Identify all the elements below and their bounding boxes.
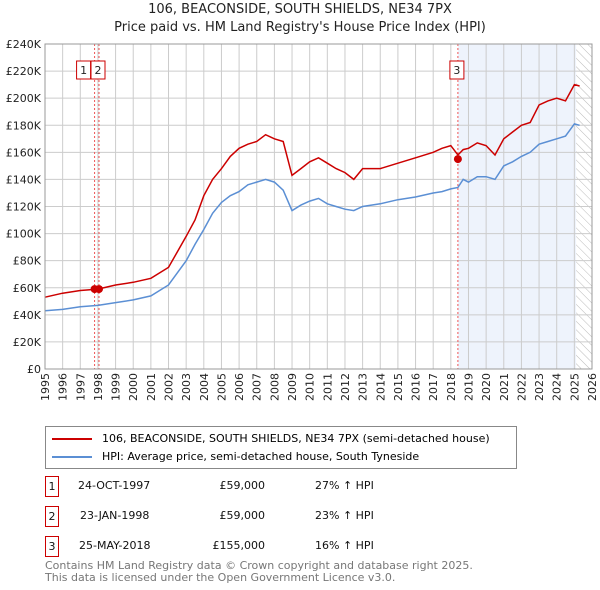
transaction-date: 24-OCT-1997 xyxy=(78,479,151,492)
price-chart: 1995 1996 1997 1998 1999 2000 2001 2002 2003 2004… xyxy=(6,38,599,401)
chart-title: 106, BEACONSIDE, SOUTH SHIELDS, NE34 7PX xyxy=(148,2,452,17)
x-tick-label: 2010 xyxy=(304,373,317,401)
y-tick-label: £180K xyxy=(6,119,42,132)
transaction-price: £59,000 xyxy=(219,479,266,492)
legend-swatch xyxy=(52,455,92,458)
sale-badge xyxy=(449,60,465,80)
x-tick-label: 2007 xyxy=(251,373,264,401)
x-tick-label: 2020 xyxy=(480,373,493,401)
chart-subtitle: Price paid vs. HM Land Registry's House … xyxy=(114,20,486,35)
x-tick-label: 2014 xyxy=(374,373,387,401)
x-tick-label: 1999 xyxy=(110,373,123,401)
y-tick-label: £80K xyxy=(13,255,42,268)
transaction-badge: 1 xyxy=(45,476,59,497)
series-line xyxy=(44,123,580,312)
x-tick-label: 1995 xyxy=(39,373,52,401)
x-tick-label: 2017 xyxy=(427,373,440,401)
y-tick-label: £100K xyxy=(6,228,42,241)
sale-point xyxy=(453,155,462,164)
x-tick-label: 2008 xyxy=(268,373,281,401)
y-tick-label: £240K xyxy=(6,38,42,51)
x-tick-label: 2004 xyxy=(198,373,211,401)
x-tick-label: 2018 xyxy=(445,373,458,401)
footer: Contains HM Land Registry data © Crown c… xyxy=(45,560,473,584)
y-tick-label: £200K xyxy=(6,92,42,105)
y-tick-label: £120K xyxy=(6,201,42,214)
x-tick-label: 2000 xyxy=(127,373,140,401)
y-tick-label: £20K xyxy=(13,336,42,349)
transaction-row: 1 24-OCT-1997 £59,000 27% ↑ HPI xyxy=(45,476,445,497)
y-tick-label: £220K xyxy=(6,65,42,78)
footer-licence: This data is licensed under the Open Gov… xyxy=(45,571,396,584)
x-tick-label: 2003 xyxy=(180,373,193,401)
x-tick-label: 2009 xyxy=(286,373,299,401)
transaction-hpi: 27% ↑ HPI xyxy=(315,479,374,492)
x-tick-label: 2006 xyxy=(233,373,246,401)
x-tick-label: 2002 xyxy=(163,373,176,401)
legend-label: 106, BEACONSIDE, SOUTH SHIELDS, NE34 7PX… xyxy=(102,432,490,445)
legend: 106, BEACONSIDE, SOUTH SHIELDS, NE34 7PX… xyxy=(45,426,517,469)
y-tick-label: £0 xyxy=(27,363,41,376)
transaction-price: £59,000 xyxy=(219,509,266,522)
x-tick-label: 2015 xyxy=(392,373,405,401)
legend-item-hpi: HPI: Average price, semi-detached house,… xyxy=(52,450,419,463)
transaction-badge: 2 xyxy=(45,506,59,527)
x-tick-label: 2021 xyxy=(498,373,511,401)
transaction-price: £155,000 xyxy=(212,539,266,552)
plot-border xyxy=(44,43,593,370)
x-tick-label: 2016 xyxy=(410,373,423,401)
sale-badge-label: 2 xyxy=(94,64,101,77)
x-tick-label: 1996 xyxy=(57,373,70,401)
legend-swatch xyxy=(52,437,92,440)
transaction-row: 3 25-MAY-2018 £155,000 16% ↑ HPI xyxy=(45,536,445,557)
transaction-date: 23-JAN-1998 xyxy=(80,509,150,522)
x-tick-label: 2005 xyxy=(215,373,228,401)
x-tick-label: 2026 xyxy=(586,373,599,401)
x-tick-label: 2013 xyxy=(357,373,370,401)
x-tick-label: 2025 xyxy=(568,373,581,401)
x-tick-label: 2001 xyxy=(145,373,158,401)
x-tick-label: 2024 xyxy=(551,373,564,401)
legend-label: HPI: Average price, semi-detached house,… xyxy=(102,450,420,463)
transaction-date: 25-MAY-2018 xyxy=(79,539,151,552)
x-tick-label: 2011 xyxy=(321,373,334,401)
legend-item-property: 106, BEACONSIDE, SOUTH SHIELDS, NE34 7PX… xyxy=(52,432,490,445)
x-tick-label: 2023 xyxy=(533,373,546,401)
x-tick-label: 1998 xyxy=(92,373,105,401)
transaction-hpi: 23% ↑ HPI xyxy=(315,509,374,522)
transaction-badge: 3 xyxy=(45,536,59,557)
transaction-row: 2 23-JAN-1998 £59,000 23% ↑ HPI xyxy=(45,506,445,527)
series-line xyxy=(44,83,580,298)
x-tick-label: 2019 xyxy=(462,373,475,401)
y-tick-label: £40K xyxy=(13,309,42,322)
sale-badge-label: 3 xyxy=(453,64,460,77)
transaction-hpi: 16% ↑ HPI xyxy=(315,539,374,552)
y-tick-label: £60K xyxy=(13,282,42,295)
sale-badge xyxy=(90,60,106,80)
x-tick-label: 2012 xyxy=(339,373,352,401)
x-tick-label: 2022 xyxy=(515,373,528,401)
sale-badge-label: 1 xyxy=(80,64,87,77)
y-tick-label: £140K xyxy=(6,173,42,186)
y-tick-label: £160K xyxy=(6,146,42,159)
x-tick-label: 1997 xyxy=(74,373,87,401)
footer-copyright: Contains HM Land Registry data © Crown c… xyxy=(45,559,473,572)
sale-point xyxy=(94,285,103,294)
